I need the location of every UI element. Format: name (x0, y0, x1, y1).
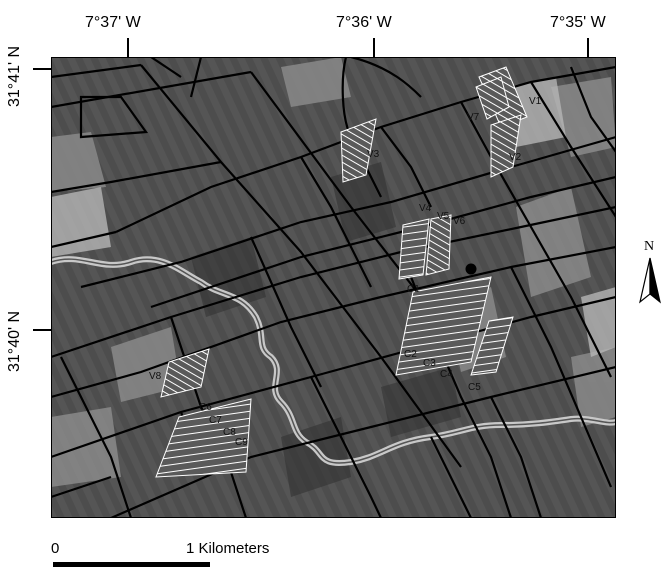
label-C1: C1 (407, 284, 420, 295)
field-V4 (398, 218, 430, 280)
label-V4: V4 (419, 203, 432, 214)
river-edge (51, 258, 616, 464)
dark-fields (191, 162, 461, 497)
label-C6: C6 (199, 402, 212, 413)
field-V7 (475, 76, 510, 120)
label-C8: C8 (223, 427, 236, 438)
lon-tick-736 (373, 38, 375, 57)
lon-label-737: 7°37' W (85, 14, 141, 31)
map-frame (51, 57, 616, 518)
north-arrow-right-half (649, 257, 661, 304)
fields-C1-C4 (395, 276, 492, 376)
scale-label-start: 0 (51, 540, 60, 557)
field-boundaries (51, 57, 616, 518)
lat-label-3140: 31°40' N (6, 310, 23, 372)
hatched-fields (155, 66, 528, 478)
lon-label-736: 7°36' W (336, 14, 392, 31)
lon-label-735: 7°35' W (550, 14, 606, 31)
label-V5: V5 (437, 211, 450, 222)
lon-tick-735 (587, 38, 589, 57)
lat-label-3141: 31°41' N (6, 45, 23, 107)
field-C5 (470, 316, 514, 376)
north-arrow: N (639, 239, 661, 304)
scale-bar (53, 562, 210, 567)
field-V8 (160, 348, 210, 398)
lon-tick-737 (127, 38, 129, 57)
north-arrow-left-half (639, 257, 651, 304)
label-V6: V6 (453, 216, 466, 227)
north-arrow-label: N (644, 239, 654, 254)
lat-tick-3140 (33, 329, 51, 331)
satellite-map: V1 V2 V3 V4 V5 V6 V7 V8 C1 C2 C3 C4 C5 C… (51, 57, 616, 518)
fields-C6-C9 (155, 398, 252, 478)
field-V3 (340, 118, 377, 183)
label-C2: C2 (404, 349, 417, 360)
field-V5 (425, 214, 452, 276)
sample-point-marker (465, 263, 477, 275)
label-C4: C4 (440, 369, 453, 380)
field-label-group: V1 V2 V3 V4 V5 V6 V7 V8 C1 C2 C3 C4 C5 C… (149, 96, 542, 448)
label-V3: V3 (367, 149, 380, 160)
label-C9: C9 (235, 437, 248, 448)
scale-label-end: 1 Kilometers (186, 540, 270, 557)
label-V1: V1 (529, 96, 542, 107)
label-V2: V2 (509, 152, 522, 163)
label-V8: V8 (149, 371, 162, 382)
label-C7: C7 (209, 415, 222, 426)
label-V7: V7 (467, 112, 480, 123)
very-bright-fields (51, 77, 616, 357)
field-V2 (490, 114, 522, 178)
label-C5: C5 (468, 382, 481, 393)
lat-tick-3141 (33, 68, 51, 70)
label-C3: C3 (423, 358, 436, 369)
